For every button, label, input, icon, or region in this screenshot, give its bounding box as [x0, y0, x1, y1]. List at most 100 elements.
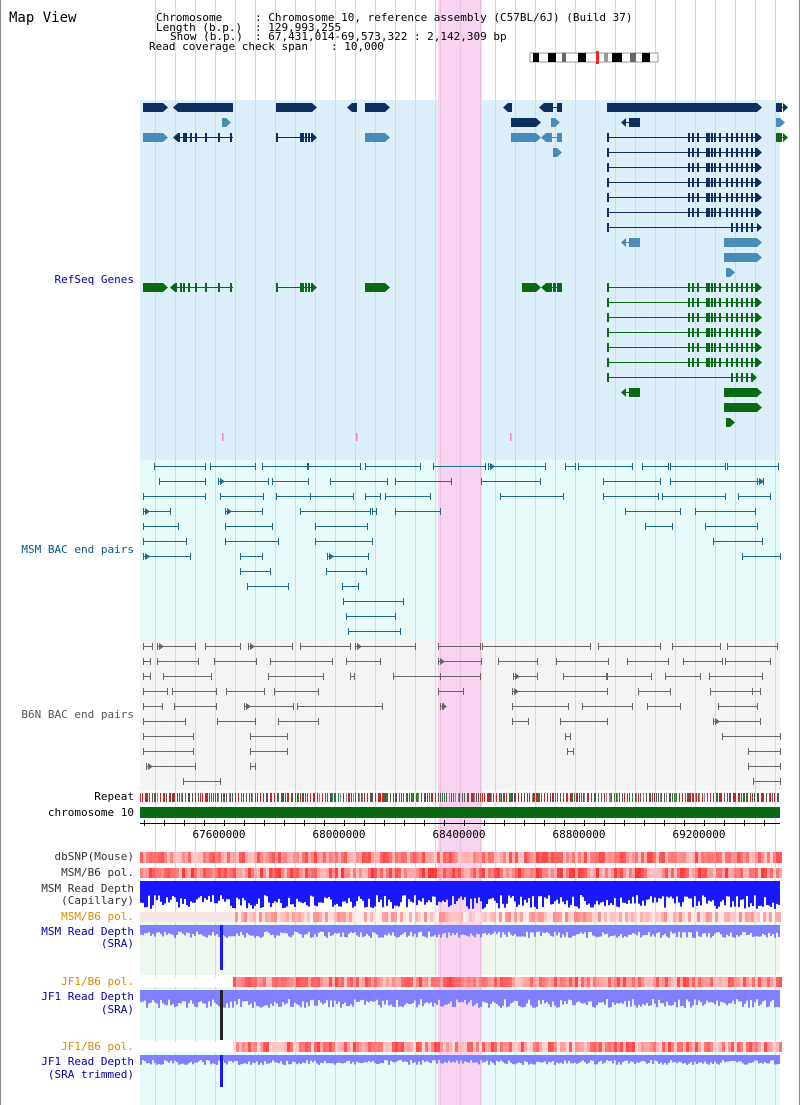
depth-bar: [330, 881, 332, 900]
heat-cell: [524, 868, 527, 878]
depth-bar: [386, 881, 388, 906]
track-label-jf1-pol-2[interactable]: JF1/B6 pol.: [61, 1040, 134, 1053]
repeat-element: [166, 793, 167, 802]
depth-bar: [400, 990, 402, 1007]
depth-bar: [708, 1055, 710, 1065]
heat-cell: [404, 1042, 407, 1052]
heat-cell: [236, 977, 239, 987]
repeat-element: [670, 793, 671, 802]
depth-bar: [714, 990, 716, 1005]
bac-end-arrow: [227, 508, 232, 515]
refseq-gene: [621, 118, 640, 127]
track-label-msm-pol-2[interactable]: MSM/B6 pol.: [61, 910, 134, 923]
heat-cell: [289, 912, 292, 922]
gene-exon: [714, 313, 716, 322]
repeat-element: [500, 793, 501, 802]
heat-cell: [500, 852, 503, 863]
heat-cell: [431, 852, 434, 863]
track-label-msm-depth-sra[interactable]: MSM Read Depth: [41, 925, 134, 938]
repeat-element: [322, 793, 323, 802]
depth-bar: [382, 990, 384, 1001]
gene-exon: [183, 283, 185, 292]
heat-cell: [332, 852, 335, 863]
heat-cell: [716, 852, 719, 863]
repeat-element: [163, 793, 164, 802]
repeat-element: [646, 793, 647, 802]
depth-bar: [486, 990, 488, 1003]
depth-bar: [458, 1055, 460, 1064]
depth-bar: [488, 925, 490, 934]
heat-cell: [299, 1042, 302, 1052]
depth-bar: [396, 925, 398, 938]
track-label-repeat[interactable]: Repeat: [94, 790, 134, 803]
track-label-jf1-pol-1[interactable]: JF1/B6 pol.: [61, 975, 134, 988]
depth-bar: [500, 990, 502, 1008]
heat-cell: [620, 977, 623, 987]
gene-exon: [711, 193, 713, 202]
repeat-element: [704, 793, 705, 802]
heat-cell: [719, 1042, 722, 1052]
repeat-element: [213, 793, 214, 802]
depth-bar: [378, 925, 380, 938]
heat-cell: [272, 852, 275, 863]
refseq-gene: [173, 133, 233, 142]
gene-exon: [276, 133, 278, 142]
refseq-gene-isoform: [607, 193, 762, 202]
repeat-element: [270, 793, 271, 802]
heat-cell: [371, 1042, 374, 1052]
track-label-dbsnp[interactable]: dbSNP(Mouse): [54, 850, 134, 863]
heat-cell: [665, 1042, 668, 1052]
track-label-b6n-bac[interactable]: B6N BAC end pairs: [21, 708, 134, 721]
depth-bar: [404, 925, 406, 933]
jf1-pol-strip-2: [233, 1042, 782, 1052]
heat-cell: [755, 852, 758, 863]
depth-bar: [608, 990, 610, 1008]
repeat-element: [570, 793, 571, 802]
heat-cell: [755, 1042, 758, 1052]
depth-bar: [196, 881, 198, 900]
heat-cell: [698, 868, 701, 878]
heat-cell: [271, 912, 274, 922]
repeat-element: [427, 793, 428, 802]
gene-exon: [755, 358, 757, 367]
depth-bar: [700, 881, 702, 906]
depth-bar: [528, 990, 530, 1000]
track-label-jf1-trimmed[interactable]: JF1 Read Depth: [41, 1055, 134, 1068]
gene-exon: [751, 298, 753, 307]
heat-cell: [620, 1042, 623, 1052]
depth-bar: [646, 925, 648, 935]
heat-cell: [769, 912, 772, 922]
msm-bac-pair: [695, 508, 756, 515]
track-label-refseq[interactable]: RefSeq Genes: [54, 273, 134, 286]
heat-cell: [401, 852, 404, 863]
heat-cell: [605, 1042, 608, 1052]
repeat-element: [421, 793, 422, 802]
depth-bar: [570, 925, 572, 938]
depth-bar: [664, 925, 666, 934]
heat-cell: [428, 1042, 431, 1052]
heat-cell: [404, 852, 407, 863]
heat-cell: [686, 852, 689, 863]
depth-bar: [636, 1055, 638, 1063]
depth-bar: [444, 990, 446, 1005]
depth-bar: [694, 881, 696, 897]
depth-bar: [682, 881, 684, 903]
depth-bar: [438, 1055, 440, 1061]
heat-cell: [602, 977, 605, 987]
depth-bar: [630, 990, 632, 1007]
gene-exon: [708, 178, 710, 187]
heat-cell: [581, 977, 584, 987]
gene-exon: [607, 313, 609, 322]
track-label-jf1-depth[interactable]: JF1 Read Depth: [41, 990, 134, 1003]
depth-bar: [476, 990, 478, 1004]
track-label-msm-bac[interactable]: MSM BAC end pairs: [21, 543, 134, 556]
track-label-msm-pol-1[interactable]: MSM/B6 pol.: [61, 866, 134, 879]
repeat-element: [385, 793, 386, 802]
heat-cell: [578, 977, 581, 987]
depth-bar: [266, 990, 268, 1006]
depth-bar: [432, 881, 434, 897]
track-label-msm-depth-capillary[interactable]: MSM Read Depth: [41, 882, 134, 895]
repeat-element: [458, 793, 459, 802]
